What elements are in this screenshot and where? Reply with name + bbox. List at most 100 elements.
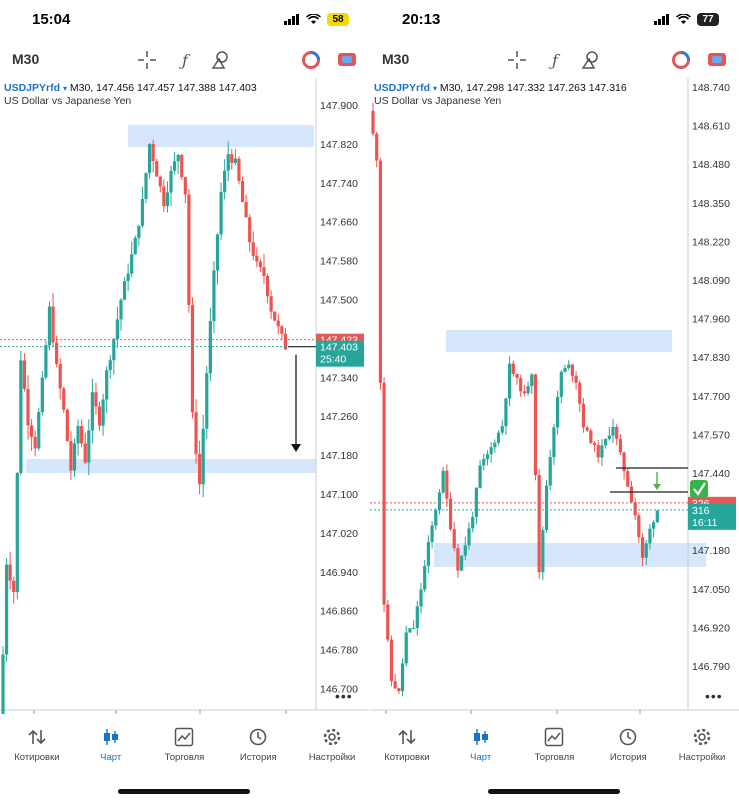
account-ring-icon[interactable]: [670, 49, 692, 71]
candle-body: [522, 391, 526, 394]
tab-label: История: [239, 752, 277, 763]
candle-body: [581, 403, 586, 428]
symbol-description: US Dollar vs Japanese Yen: [374, 95, 502, 107]
candle-body: [233, 158, 237, 163]
objects-shapes-icon[interactable]: [210, 49, 232, 71]
timeframe-button[interactable]: M30: [12, 51, 40, 67]
price-tick-label: 147.440: [692, 468, 730, 480]
candle-body: [194, 412, 198, 454]
tab-label: Торговля: [164, 752, 205, 763]
time-tick-label: 25 Aug 12:00: [476, 713, 538, 714]
history-clock-icon: [247, 726, 269, 748]
price-tick-label: 147.660: [320, 217, 358, 229]
candle-body: [69, 440, 73, 471]
candle-body: [108, 360, 112, 371]
price-tick-label: 148.220: [692, 236, 730, 248]
target-arrow-head: [653, 484, 661, 490]
chart-toolbar: M30 ƒ: [370, 44, 739, 76]
candles-chart-icon: [100, 726, 122, 748]
candle-body: [223, 170, 227, 192]
candle-body: [478, 465, 482, 488]
tab-settings[interactable]: Настройки: [665, 726, 739, 776]
candle-body: [585, 427, 589, 431]
tab-history[interactable]: История: [221, 726, 295, 776]
price-tick-label: 147.100: [320, 489, 358, 501]
tab-trade[interactable]: Торговля: [518, 726, 592, 776]
candle-body: [371, 110, 375, 134]
price-tick-label: 147.900: [320, 100, 358, 112]
indicator-function-icon[interactable]: ƒ: [182, 50, 188, 70]
candle-body: [51, 306, 55, 343]
price-chart[interactable]: 147.900 147.820 147.740 147.660 147.580 147.5…: [0, 78, 369, 714]
candle-body: [389, 639, 394, 682]
tab-settings[interactable]: Настройки: [295, 726, 369, 776]
candle-body: [452, 529, 456, 549]
symbol-name[interactable]: USDJPYrfd: [374, 82, 431, 94]
indicator-function-icon[interactable]: ƒ: [552, 50, 558, 70]
countdown-label: 16:11: [692, 517, 718, 529]
tab-trade[interactable]: Торговля: [148, 726, 222, 776]
candle-body: [622, 452, 626, 472]
timeframe-button[interactable]: M30: [382, 51, 410, 67]
candle-body: [37, 412, 41, 449]
candle-body: [604, 438, 608, 446]
candle-body: [201, 428, 205, 485]
crosshair-icon[interactable]: [506, 49, 528, 71]
bid-price-tag: [316, 340, 364, 367]
tab-history[interactable]: История: [591, 726, 665, 776]
candle-body: [533, 374, 538, 475]
candle-body: [208, 321, 212, 374]
candle-body: [644, 543, 648, 558]
symbol-caret[interactable]: ▾: [432, 84, 437, 93]
battery-icon: 58: [327, 13, 349, 26]
candle-body: [176, 154, 180, 162]
candle-body: [283, 333, 288, 350]
candle-body: [382, 382, 386, 605]
countdown-label: 25:40: [320, 354, 346, 366]
candle-body: [198, 453, 202, 485]
candle-body: [55, 342, 59, 364]
signal-icon: [654, 14, 669, 25]
tab-quotes[interactable]: Котировки: [0, 726, 74, 776]
candle-body: [537, 474, 541, 573]
candle-body: [378, 160, 382, 383]
candle-body: [596, 444, 600, 458]
candle-body: [412, 627, 416, 629]
price-chart[interactable]: 148.740 148.610 148.480 148.350 148.220 148.0…: [370, 78, 739, 714]
bottom-tab-bar: Котировки Чарт Торговля История Настройк…: [0, 726, 369, 776]
chat-message-icon[interactable]: [336, 49, 358, 71]
tab-chart[interactable]: Чарт: [74, 726, 148, 776]
status-icons: 77: [654, 13, 719, 26]
chart-toolbar: M30 ƒ: [0, 44, 369, 76]
more-dots-icon[interactable]: •••: [705, 688, 723, 704]
candle-body: [33, 436, 37, 449]
candle-body: [541, 530, 545, 573]
crosshair-icon[interactable]: [136, 49, 158, 71]
objects-shapes-icon[interactable]: [580, 49, 602, 71]
more-dots-icon[interactable]: •••: [335, 688, 353, 704]
candle-body: [652, 522, 656, 529]
settings-gear-icon: [321, 726, 343, 748]
signal-icon: [284, 14, 299, 25]
candle-body: [4, 564, 9, 655]
candle-body: [183, 177, 187, 195]
candle-body: [519, 378, 523, 392]
wifi-icon: [676, 14, 691, 24]
symbol-caret[interactable]: ▾: [62, 84, 67, 93]
candle-body: [126, 273, 130, 282]
tab-chart[interactable]: Чарт: [444, 726, 518, 776]
candle-body: [205, 373, 209, 429]
candle-body: [258, 261, 262, 268]
symbol-name[interactable]: USDJPYrfd: [4, 82, 61, 94]
candle-body: [230, 154, 234, 163]
candle-body: [471, 516, 475, 529]
candles-svg: 148.740 148.610 148.480 148.350 148.220 148.0…: [370, 78, 739, 714]
chat-message-icon[interactable]: [706, 49, 728, 71]
account-ring-icon[interactable]: [300, 49, 322, 71]
candle-body: [393, 681, 397, 689]
candle-body: [173, 161, 177, 171]
candle-body: [47, 306, 52, 346]
candle-body: [504, 398, 508, 427]
tab-quotes[interactable]: Котировки: [370, 726, 444, 776]
time-tick-label: 26 Aug 04:00: [562, 713, 624, 714]
